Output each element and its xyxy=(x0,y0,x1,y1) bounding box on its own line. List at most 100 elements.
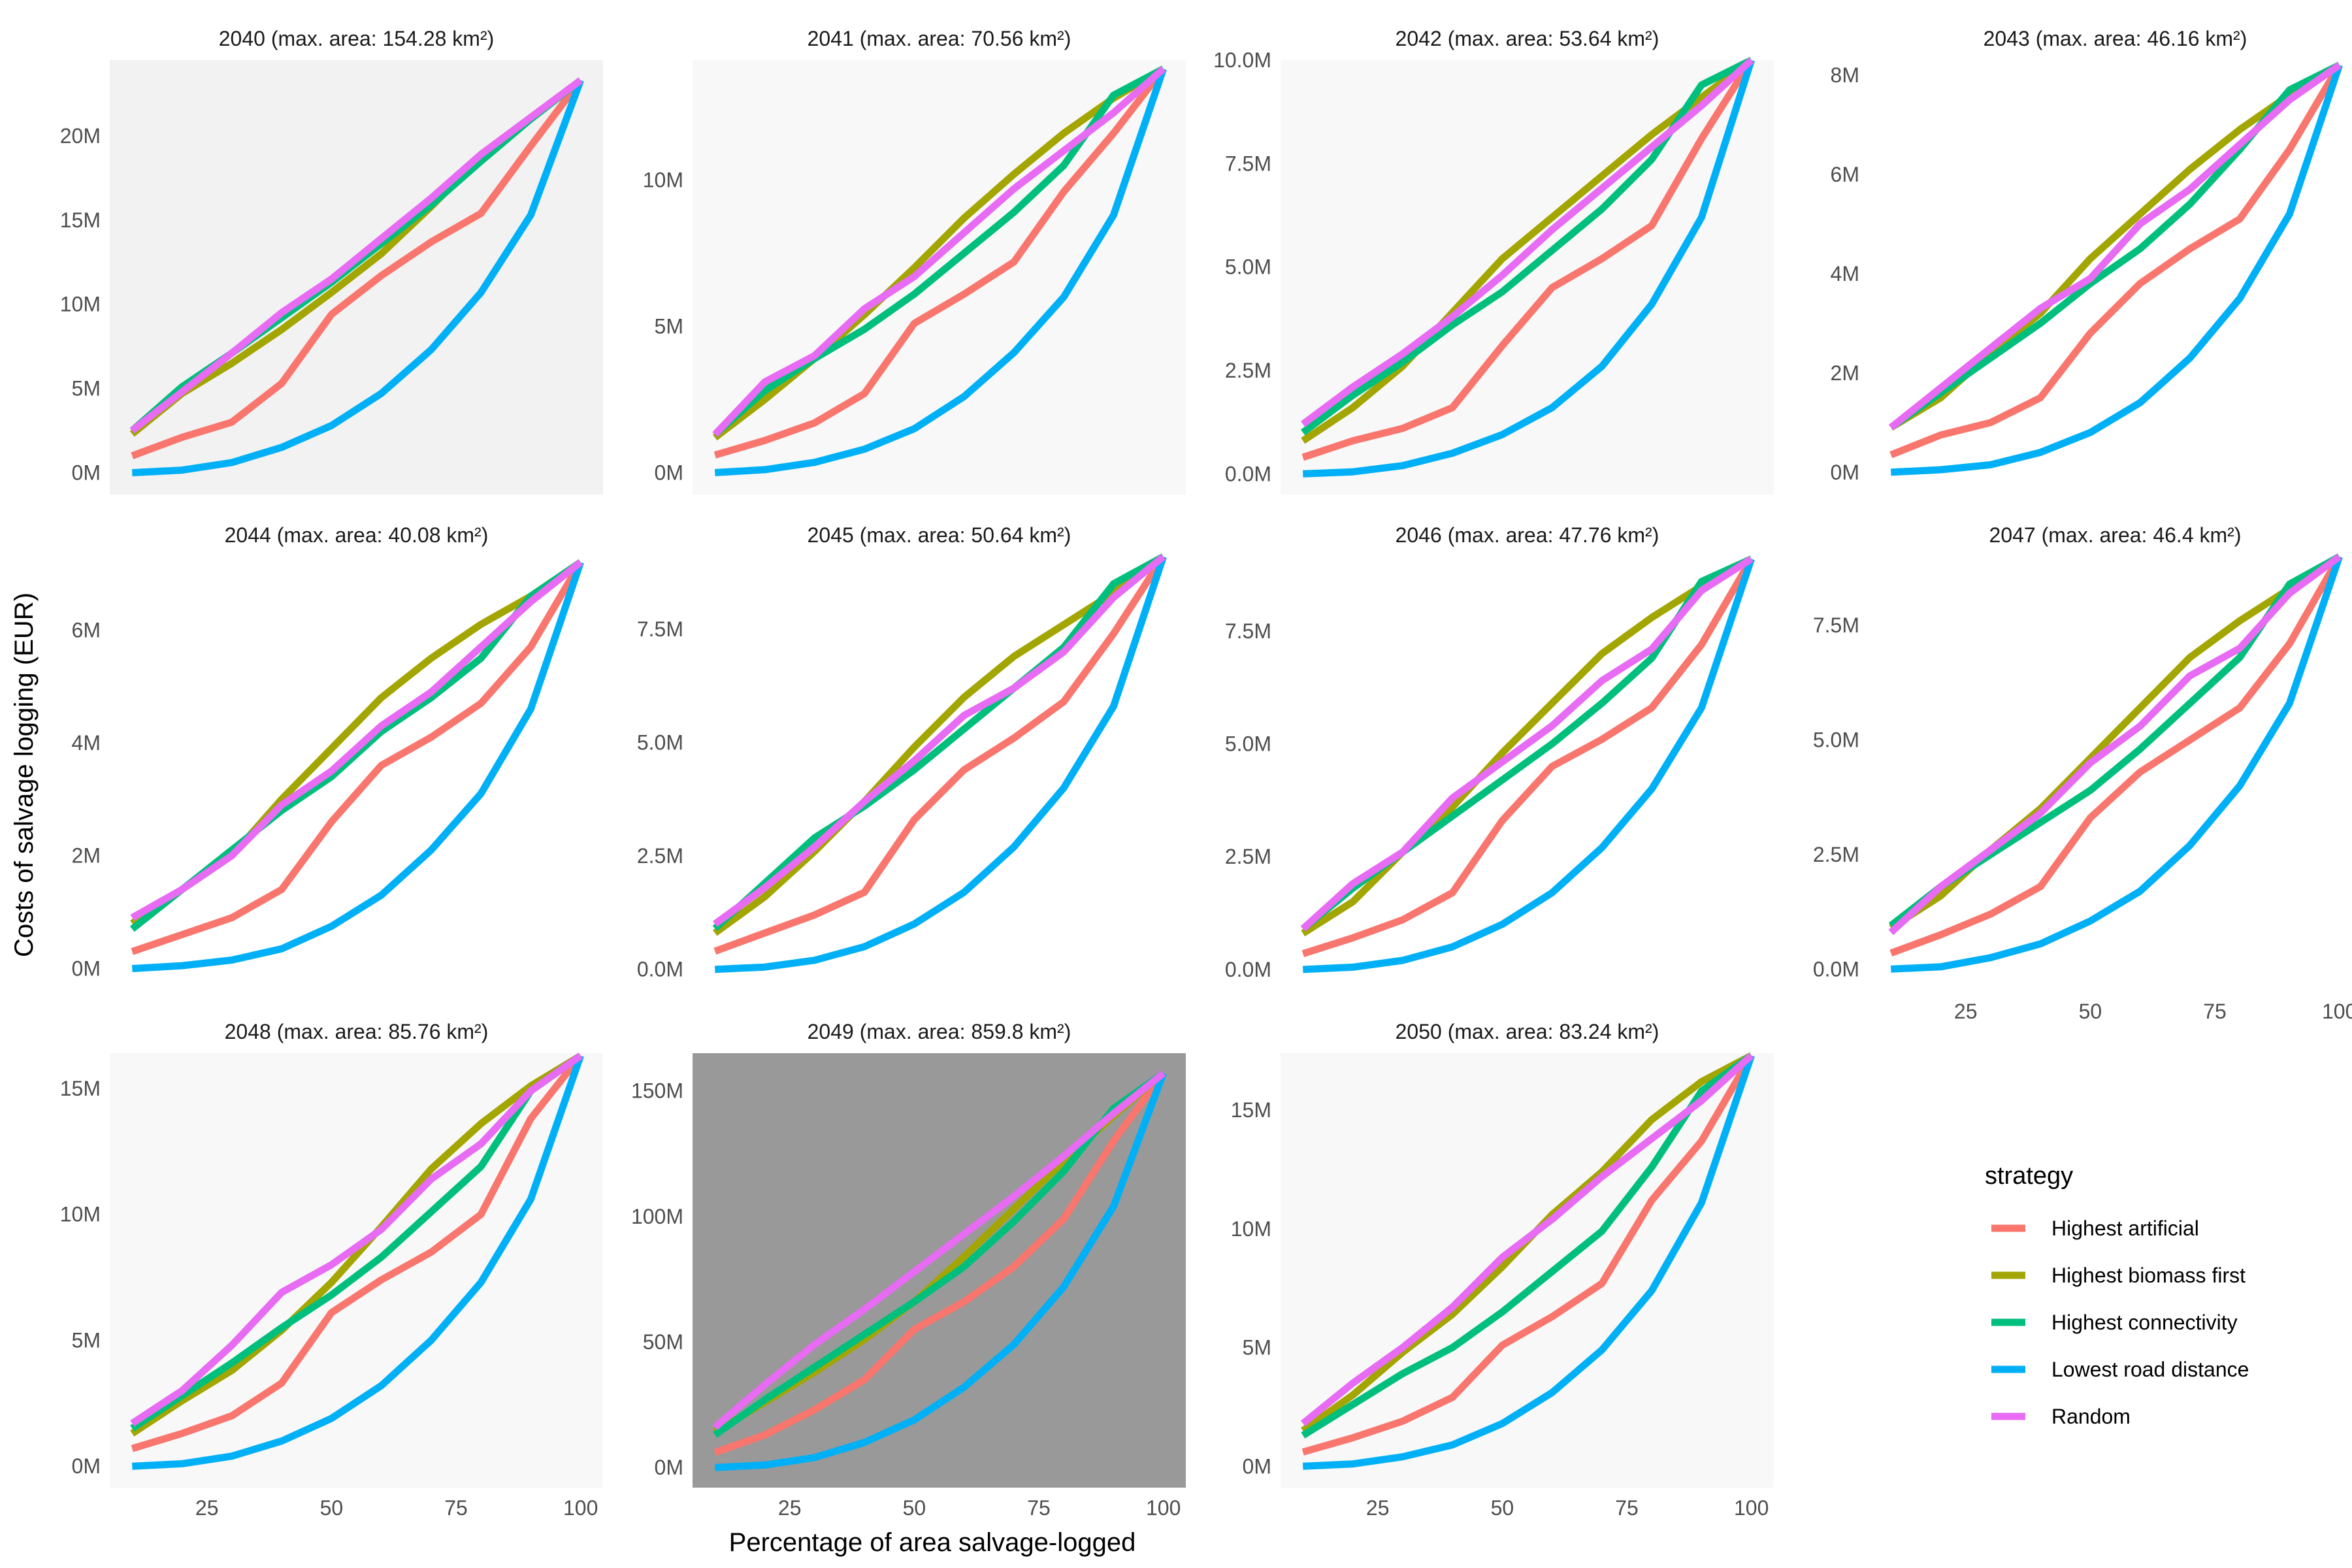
y-tick-label: 5.0M xyxy=(637,731,683,755)
x-tick-label: 25 xyxy=(778,1496,802,1520)
series-line xyxy=(713,1071,1167,1456)
series-line xyxy=(713,555,1167,955)
legend-label: Highest biomass first xyxy=(2051,1264,2246,1287)
series-line xyxy=(1888,553,2342,936)
facet-panel: 2043 (max. area: 46.16 km²) 0M 2M 4M 6M 8M xyxy=(1831,27,2352,495)
panel-title: 2045 (max. area: 50.64 km²) xyxy=(808,523,1071,547)
x-tick-label: 50 xyxy=(2079,1000,2102,1023)
series-line xyxy=(130,1053,583,1437)
panel-background xyxy=(110,557,603,991)
panel-title: 2040 (max. area: 154.28 km²) xyxy=(219,27,495,50)
panel-title: 2041 (max. area: 70.56 km²) xyxy=(808,27,1071,50)
y-tick-label: 2.5M xyxy=(637,844,683,868)
legend-label: Highest artificial xyxy=(2051,1217,2199,1240)
panel-background xyxy=(1281,60,1774,495)
legend-label: Lowest road distance xyxy=(2051,1358,2249,1381)
panel-background xyxy=(693,557,1186,991)
y-tick-label: 5.0M xyxy=(1225,255,1271,279)
panel-title: 2047 (max. area: 46.4 km²) xyxy=(1989,523,2242,547)
legend-label: Highest connectivity xyxy=(2051,1311,2238,1334)
y-tick-label: 0M xyxy=(1831,461,1859,484)
series-line xyxy=(130,1053,583,1427)
legend-title: strategy xyxy=(1985,1162,2073,1190)
facet-panel: 2049 (max. area: 859.8 km²) 0M 50M 100M 150M… xyxy=(631,1020,1186,1520)
y-tick-label: 50M xyxy=(643,1330,683,1354)
facet-panel: 2040 (max. area: 154.28 km²) 0M 5M 10M 15M 20… xyxy=(60,27,603,495)
y-tick-label: 0.0M xyxy=(1225,462,1271,485)
x-tick-label: 100 xyxy=(563,1496,598,1520)
y-tick-label: 0M xyxy=(655,1456,683,1479)
series-line xyxy=(713,1070,1166,1438)
y-tick-label: 2M xyxy=(72,844,101,868)
x-tick-label: 100 xyxy=(2322,1000,2352,1023)
series-line xyxy=(1889,555,2343,956)
x-tick-label: 75 xyxy=(444,1496,468,1520)
y-tick-label: 2.5M xyxy=(1813,843,1859,866)
panel-title: 2042 (max. area: 53.64 km²) xyxy=(1396,27,1659,50)
y-tick-label: 7.5M xyxy=(1813,613,1859,637)
y-tick-label: 7.5M xyxy=(1225,152,1271,175)
series-line xyxy=(132,1054,584,1470)
y-tick-label: 0.0M xyxy=(1225,958,1271,981)
panels: 2040 (max. area: 154.28 km²) 0M 5M 10M 15M 20… xyxy=(60,27,2352,1520)
y-tick-label: 5.0M xyxy=(1813,728,1859,752)
x-tick-label: 25 xyxy=(1954,1000,1978,1023)
y-tick-label: 15M xyxy=(60,208,101,232)
facet-panel: 2050 (max. area: 83.24 km²) 0M 5M 10M 15M 25 5… xyxy=(1231,1020,1774,1520)
x-tick-label: 50 xyxy=(320,1496,344,1520)
y-tick-label: 2.5M xyxy=(1225,845,1271,868)
facet-panel: 2046 (max. area: 47.76 km²) 0.0M 2.5M 5.0M 7… xyxy=(1225,523,1774,991)
y-tick-label: 10M xyxy=(1231,1217,1271,1241)
y-tick-label: 7.5M xyxy=(637,617,683,641)
facet-panel: 2047 (max. area: 46.4 km²) 0.0M 2.5M 5.0M 7.… xyxy=(1813,523,2352,1023)
panel-title: 2049 (max. area: 859.8 km²) xyxy=(808,1020,1071,1043)
y-tick-label: 7.5M xyxy=(1225,619,1271,643)
y-tick-label: 5M xyxy=(655,315,683,338)
facet-panel: 2041 (max. area: 70.56 km²) 0M 5M 10M xyxy=(643,27,1186,495)
y-tick-label: 20M xyxy=(60,124,101,148)
series-line xyxy=(1300,1053,1754,1427)
series-line xyxy=(715,555,1167,973)
series-line xyxy=(1303,1054,1755,1470)
y-tick-label: 0M xyxy=(72,461,101,484)
series-line xyxy=(132,78,584,476)
x-tick-label: 75 xyxy=(1615,1496,1639,1520)
y-axis-title: Costs of salvage logging (EUR) xyxy=(10,593,39,957)
y-tick-label: 0.0M xyxy=(637,958,683,981)
series-line xyxy=(1303,59,1755,478)
legend-label: Random xyxy=(2051,1405,2131,1428)
series-line xyxy=(713,67,1167,459)
series-line xyxy=(712,65,1166,441)
x-tick-label: 25 xyxy=(1366,1496,1390,1520)
series-line xyxy=(131,1053,584,1452)
series-line xyxy=(1301,557,1755,957)
series-line xyxy=(1888,62,2342,431)
y-tick-label: 10M xyxy=(60,1203,101,1226)
series-line xyxy=(1301,57,1754,427)
x-tick-label: 100 xyxy=(1734,1496,1769,1520)
y-tick-label: 10.0M xyxy=(1213,48,1271,72)
series-line xyxy=(1300,555,1754,932)
y-tick-label: 6M xyxy=(72,618,101,642)
series-line xyxy=(1301,1053,1754,1439)
y-tick-label: 15M xyxy=(60,1077,101,1100)
facet-panel: 2045 (max. area: 50.64 km²) 0.0M 2.5M 5.0M 7… xyxy=(637,523,1186,991)
panel-title: 2043 (max. area: 46.16 km²) xyxy=(1984,27,2247,50)
x-tick-label: 50 xyxy=(1491,1496,1514,1520)
y-tick-label: 150M xyxy=(631,1079,683,1103)
panel-background xyxy=(110,1053,603,1488)
series-line xyxy=(1301,1053,1755,1456)
y-tick-label: 2.5M xyxy=(1225,359,1271,382)
series-line xyxy=(714,67,1167,476)
series-line xyxy=(131,560,584,955)
y-tick-label: 4M xyxy=(72,731,101,755)
y-tick-label: 5M xyxy=(72,1328,101,1352)
panel-background xyxy=(1869,60,2352,495)
y-tick-label: 4M xyxy=(1831,262,1859,286)
legend: strategy Highest artificial Highest bioma… xyxy=(1985,1162,2249,1428)
y-tick-label: 6M xyxy=(1831,163,1859,186)
x-tick-label: 50 xyxy=(903,1496,926,1520)
series-line xyxy=(131,561,584,972)
series-line xyxy=(129,77,583,434)
